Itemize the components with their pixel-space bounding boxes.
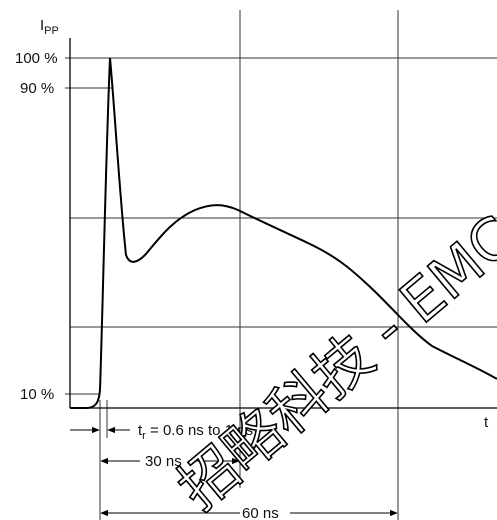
y-axis-label: IPP bbox=[40, 17, 59, 37]
rise-time-label: tr = 0.6 ns to 1 ns bbox=[138, 422, 253, 442]
current-waveform-curve bbox=[70, 57, 497, 409]
watermark: 招略科技 - EMC bbox=[165, 203, 497, 520]
dimension-60ns-label: 60 ns bbox=[242, 505, 279, 520]
tick-label-100pct: 100 % bbox=[15, 50, 58, 67]
axes bbox=[69, 38, 497, 409]
tick-label-90pct: 90 % bbox=[20, 80, 54, 97]
x-axis-label: t bbox=[484, 414, 489, 431]
tick-label-10pct: 10 % bbox=[20, 386, 54, 403]
grid bbox=[65, 10, 497, 520]
dimension-30ns-label: 30 ns bbox=[145, 453, 182, 470]
